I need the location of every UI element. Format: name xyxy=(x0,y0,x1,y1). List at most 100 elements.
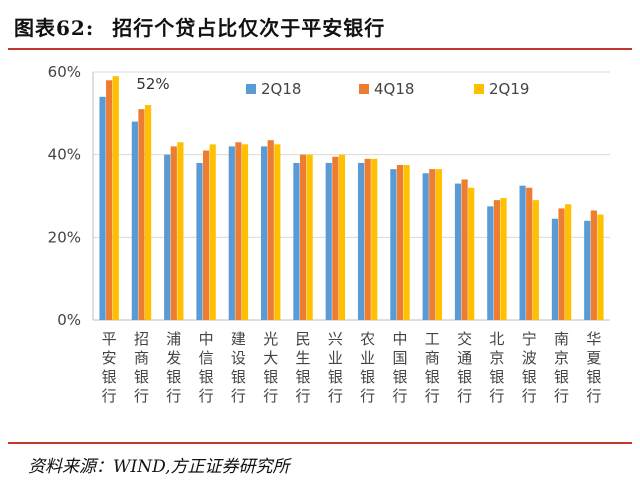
category-label-char: 交 xyxy=(457,330,472,348)
bottom-divider xyxy=(8,442,632,444)
category-label-char: 生 xyxy=(296,349,311,367)
category-label-char: 商 xyxy=(134,349,149,367)
category-label-char: 国 xyxy=(392,349,407,367)
category-label-char: 通 xyxy=(457,349,472,367)
category-label-char: 工 xyxy=(425,330,440,348)
bar-2q19-16 xyxy=(597,214,604,320)
legend-label-2q18: 2Q18 xyxy=(261,80,301,98)
category-label-char: 光 xyxy=(263,330,278,348)
category-label-char: 行 xyxy=(360,387,375,405)
category-label-char: 银 xyxy=(522,368,537,386)
legend: 2Q18 4Q18 2Q19 xyxy=(246,80,529,98)
category-label-char: 行 xyxy=(166,387,181,405)
bar-2q18-6 xyxy=(261,146,268,320)
category-label-char: 行 xyxy=(392,387,407,405)
annotation-label: 52% xyxy=(136,75,169,93)
axes: 0% 20% 40% 60% xyxy=(48,63,610,329)
bar-2q18-11 xyxy=(422,173,429,320)
legend-label-4q18: 4Q18 xyxy=(374,80,414,98)
category-label-char: 银 xyxy=(360,368,375,386)
bar-2q18-2 xyxy=(131,121,138,320)
bar-2q19-3 xyxy=(177,142,184,320)
category-label-char: 银 xyxy=(263,368,278,386)
category-label-char: 银 xyxy=(586,368,601,386)
bar-2q19-1 xyxy=(112,76,119,320)
category-label-char: 行 xyxy=(199,387,214,405)
bar-2q19-12 xyxy=(468,187,475,320)
category-label-char: 行 xyxy=(296,387,311,405)
figure-title: 招行个贷占比仅次于平安银行 xyxy=(112,16,386,40)
bar-2q19-2 xyxy=(144,105,152,320)
bar-2q19-13 xyxy=(500,198,507,320)
bar-4q18-11 xyxy=(429,169,436,320)
bar-4q18-12 xyxy=(461,179,468,320)
category-label-char: 业 xyxy=(328,349,343,367)
bars xyxy=(99,76,604,321)
y-tick-label: 40% xyxy=(48,146,81,164)
category-label-char: 银 xyxy=(554,368,569,386)
bar-2q18-7 xyxy=(293,162,300,320)
category-label-char: 行 xyxy=(554,387,569,405)
category-label-char: 行 xyxy=(489,387,504,405)
bar-2q18-8 xyxy=(325,162,332,320)
category-label-char: 银 xyxy=(489,368,504,386)
bar-4q18-9 xyxy=(364,158,371,320)
category-label-char: 银 xyxy=(166,368,181,386)
category-label-char: 建 xyxy=(231,330,246,348)
category-label-char: 行 xyxy=(522,387,537,405)
category-label-char: 夏 xyxy=(586,349,601,367)
category-label-char: 兴 xyxy=(328,330,343,348)
legend-swatch-2q18 xyxy=(246,84,256,94)
bar-2q19-6 xyxy=(274,144,281,320)
bar-4q18-10 xyxy=(396,165,404,320)
category-label-char: 设 xyxy=(231,349,246,367)
bar-2q18-10 xyxy=(390,169,397,320)
source-note: 资料来源：WIND,方正证券研究所 xyxy=(28,457,290,477)
top-divider xyxy=(8,48,632,50)
bar-4q18-8 xyxy=(332,156,339,320)
category-label-char: 中 xyxy=(392,330,407,348)
category-label-char: 发 xyxy=(166,349,181,367)
category-label-char: 南 xyxy=(554,330,569,348)
chart-title: 图表62: 招行个贷占比仅次于平安银行 xyxy=(14,12,385,41)
category-label-char: 民 xyxy=(296,330,311,348)
category-label-char: 行 xyxy=(328,387,343,405)
annotations: 52% xyxy=(136,75,169,93)
bar-2q19-11 xyxy=(435,169,442,320)
bar-2q19-15 xyxy=(565,204,572,320)
category-label-char: 商 xyxy=(425,349,440,367)
category-label-char: 银 xyxy=(199,368,214,386)
bar-2q19-14 xyxy=(532,200,539,320)
category-label-char: 浦 xyxy=(166,330,181,348)
bar-4q18-15 xyxy=(558,208,565,320)
bar-4q18-2 xyxy=(138,109,145,320)
bar-4q18-7 xyxy=(299,154,307,320)
bar-2q18-5 xyxy=(228,146,235,320)
category-label-char: 北 xyxy=(489,330,504,348)
bar-4q18-14 xyxy=(526,187,533,320)
bar-2q19-5 xyxy=(241,144,249,320)
figure-label: 图表62: xyxy=(14,16,95,40)
legend-label-2q19: 2Q19 xyxy=(489,80,529,98)
bar-2q18-4 xyxy=(196,162,203,320)
category-label-char: 信 xyxy=(199,349,214,367)
bar-4q18-13 xyxy=(493,200,501,320)
category-label-char: 安 xyxy=(102,349,117,367)
category-label-char: 农 xyxy=(360,330,375,348)
bar-2q18-12 xyxy=(454,183,462,320)
legend-swatch-2q19 xyxy=(474,84,484,94)
bar-2q19-8 xyxy=(338,154,346,320)
bar-4q18-6 xyxy=(267,140,274,320)
category-label-char: 行 xyxy=(586,387,601,405)
category-label-char: 银 xyxy=(102,368,117,386)
bar-2q19-9 xyxy=(371,158,378,320)
category-label-char: 招 xyxy=(134,330,149,348)
category-label-char: 行 xyxy=(231,387,246,405)
y-tick-label: 20% xyxy=(48,228,81,246)
category-label-char: 华 xyxy=(586,330,601,348)
bar-4q18-5 xyxy=(235,142,242,320)
category-label-char: 中 xyxy=(199,330,214,348)
bar-2q18-15 xyxy=(551,218,559,320)
